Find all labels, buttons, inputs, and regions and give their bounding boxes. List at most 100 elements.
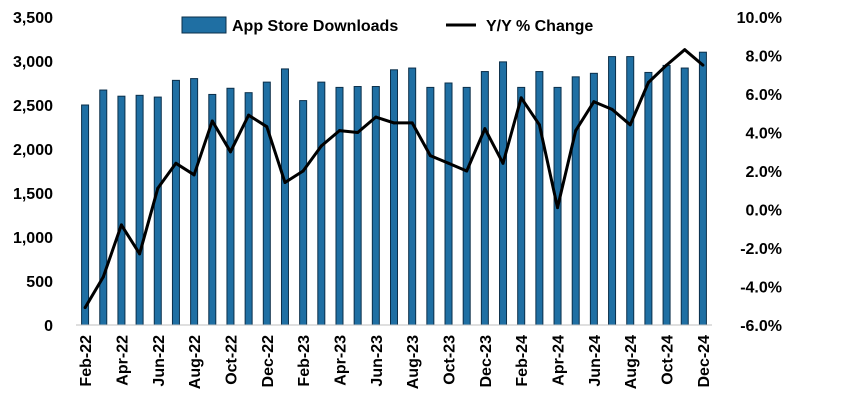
line-point (410, 121, 414, 125)
right-y-tick-label: -6.0% (740, 318, 782, 335)
x-tick-label: Feb-24 (514, 335, 531, 387)
bar (662, 64, 671, 326)
line-point (374, 115, 378, 119)
x-tick-label: Oct-22 (223, 335, 240, 385)
x-tick-label: Dec-22 (260, 335, 277, 388)
line-point (556, 206, 560, 210)
right-y-tick-label: 10.0% (737, 10, 782, 27)
bar (317, 81, 326, 326)
line-point (101, 275, 105, 279)
left-y-tick-label: 2,000 (13, 142, 53, 159)
line-point (428, 154, 432, 158)
left-y-axis: 0 500 1,000 1,500 2,000 2,500 3,000 3,500 (13, 10, 53, 335)
legend-label-bar: App Store Downloads (232, 18, 398, 35)
x-axis: Feb-22 Apr-22 Jun-22 Aug-22 Oct-22 Dec-22 Feb-… (78, 335, 713, 389)
right-y-tick-label: 6.0% (746, 87, 782, 104)
x-tick-label: Feb-22 (78, 335, 95, 387)
bar (262, 81, 271, 326)
legend: App Store Downloads Y/Y % Change (181, 16, 593, 35)
x-tick-label: Aug-23 (405, 335, 422, 389)
bar (371, 86, 380, 326)
left-y-tick-label: 0 (44, 318, 53, 335)
line-point (247, 113, 251, 117)
bar (444, 82, 453, 326)
right-y-tick-label: 0.0% (746, 203, 782, 220)
bar (680, 67, 689, 326)
line-point (174, 161, 178, 165)
line-point (319, 144, 323, 148)
bar (608, 56, 617, 326)
bar (426, 86, 435, 326)
right-y-tick-label: 2.0% (746, 164, 782, 181)
x-tick-label: Jun-24 (587, 335, 604, 387)
bar (480, 71, 489, 326)
line-point (701, 63, 705, 67)
line-point (683, 48, 687, 52)
line-point (192, 173, 196, 177)
line-point (283, 181, 287, 185)
left-y-tick-label: 500 (26, 274, 53, 291)
x-tick-label: Dec-24 (696, 335, 713, 388)
x-tick-label: Feb-23 (296, 335, 313, 387)
left-y-tick-label: 3,000 (13, 54, 53, 71)
bar (353, 86, 362, 326)
bar (117, 95, 126, 326)
bar-series-app-store-downloads (81, 51, 707, 326)
line-point (265, 125, 269, 129)
line-point (156, 186, 160, 190)
bar (135, 94, 144, 326)
line-point (210, 119, 214, 123)
bar (81, 104, 90, 326)
right-y-tick-label: 4.0% (746, 126, 782, 143)
bar (462, 86, 471, 326)
bar (335, 86, 344, 326)
bar (517, 86, 526, 326)
line-point (228, 150, 232, 154)
left-y-tick-label: 1,000 (13, 230, 53, 247)
bar (190, 78, 199, 326)
bar (644, 71, 653, 326)
left-y-tick-label: 2,500 (13, 98, 53, 115)
bar (299, 100, 308, 326)
x-tick-label: Jun-22 (151, 335, 168, 387)
bar (535, 71, 544, 326)
legend-swatch-bar (181, 16, 227, 34)
line-point (665, 63, 669, 67)
left-y-tick-label: 3,500 (13, 10, 53, 27)
line-point (83, 306, 87, 310)
bar (226, 87, 235, 326)
line-point (646, 80, 650, 84)
x-tick-label: Apr-24 (551, 335, 568, 386)
left-y-tick-label: 1,500 (13, 186, 53, 203)
right-y-tick-label: -4.0% (740, 280, 782, 297)
line-point (519, 96, 523, 100)
line-point (138, 252, 142, 256)
line-point (447, 161, 451, 165)
bar (589, 72, 598, 326)
line-point (628, 123, 632, 127)
line-point (537, 123, 541, 127)
x-tick-label: Apr-23 (332, 335, 349, 386)
x-tick-label: Oct-23 (442, 335, 459, 385)
bar (408, 67, 417, 326)
line-point (483, 127, 487, 131)
line-series-yy-change (83, 48, 705, 310)
bar (280, 68, 289, 326)
line-point (465, 169, 469, 173)
bar (390, 69, 398, 326)
x-tick-label: Aug-24 (623, 335, 640, 389)
right-y-tick-label: 8.0% (746, 49, 782, 66)
line-point (356, 131, 360, 134)
right-y-axis: -6.0% -4.0% -2.0% 0.0% 2.0% 4.0% 6.0% 8.0% 10.0% (737, 10, 782, 335)
x-tick-label: Apr-22 (114, 335, 131, 386)
x-tick-label: Aug-22 (187, 335, 204, 389)
line-point (610, 107, 614, 111)
bar (171, 79, 180, 326)
line-point (119, 223, 123, 227)
line-point (574, 129, 578, 133)
x-tick-label: Jun-23 (369, 335, 386, 387)
right-y-tick-label: -2.0% (740, 241, 782, 258)
bar (698, 51, 707, 326)
line-point (592, 100, 596, 104)
line-point (337, 129, 341, 133)
